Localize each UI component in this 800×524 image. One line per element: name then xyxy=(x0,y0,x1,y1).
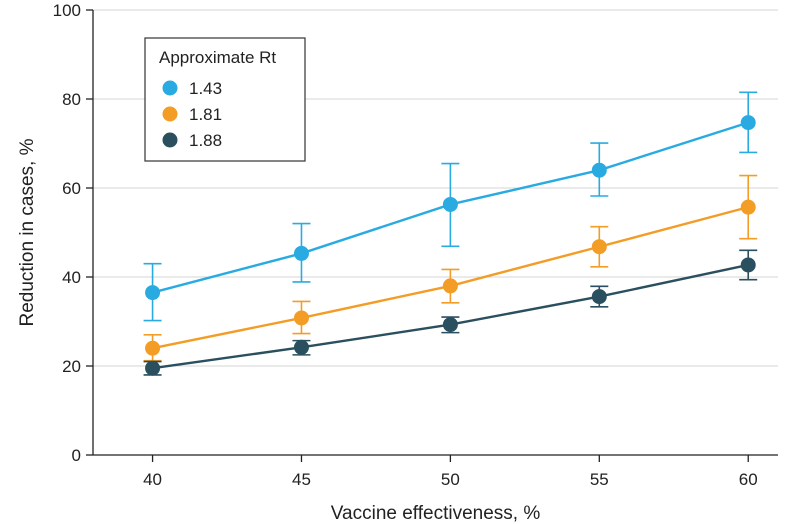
y-axis-title: Reduction in cases, % xyxy=(17,138,38,326)
legend-label-1.88: 1.88 xyxy=(189,131,222,150)
x-tick-label-45: 45 xyxy=(292,470,311,489)
x-tick-label-40: 40 xyxy=(143,470,162,489)
point-1.43-40 xyxy=(145,285,161,301)
legend-items: 1.43 1.81 1.88 xyxy=(162,79,222,150)
point-1.43-45 xyxy=(293,245,309,261)
x-tick-label-60: 60 xyxy=(739,470,758,489)
legend: Approximate Rt 1.43 1.81 1.88 xyxy=(144,37,306,162)
legend-marker-1.88 xyxy=(162,132,178,148)
point-1.43-50 xyxy=(442,196,458,212)
series-1.81 xyxy=(143,174,758,362)
point-1.88-45 xyxy=(293,339,309,355)
series-layer xyxy=(143,91,758,376)
point-1.88-60 xyxy=(740,257,756,273)
point-1.81-60 xyxy=(740,199,756,215)
point-1.43-55 xyxy=(591,162,607,178)
point-1.81-55 xyxy=(591,239,607,255)
series-1.43 xyxy=(143,91,758,322)
legend-label-1.81: 1.81 xyxy=(189,105,222,124)
legend-label-1.43: 1.43 xyxy=(189,79,222,98)
point-1.81-45 xyxy=(293,310,309,326)
y-tick-label-100: 100 xyxy=(53,1,81,20)
legend-marker-1.43 xyxy=(162,80,178,96)
y-tick-label-20: 20 xyxy=(62,357,81,376)
legend-title: Approximate Rt xyxy=(159,48,276,67)
x-axis-title: Vaccine effectiveness, % xyxy=(331,503,541,524)
point-1.81-40 xyxy=(145,340,161,356)
y-tick-label-60: 60 xyxy=(62,179,81,198)
axes: 0 20 40 60 80 100 40 45 50 55 60 xyxy=(53,1,778,489)
x-tick-label-55: 55 xyxy=(590,470,609,489)
point-1.81-50 xyxy=(442,278,458,294)
point-1.88-40 xyxy=(145,360,161,376)
series-1.88 xyxy=(143,249,758,376)
y-tick-label-0: 0 xyxy=(72,446,81,465)
point-1.88-50 xyxy=(442,317,458,333)
point-1.88-55 xyxy=(591,289,607,305)
y-tick-label-40: 40 xyxy=(62,268,81,287)
point-1.43-60 xyxy=(740,115,756,131)
y-tick-label-80: 80 xyxy=(62,90,81,109)
legend-marker-1.81 xyxy=(162,106,178,122)
x-tick-label-50: 50 xyxy=(441,470,460,489)
